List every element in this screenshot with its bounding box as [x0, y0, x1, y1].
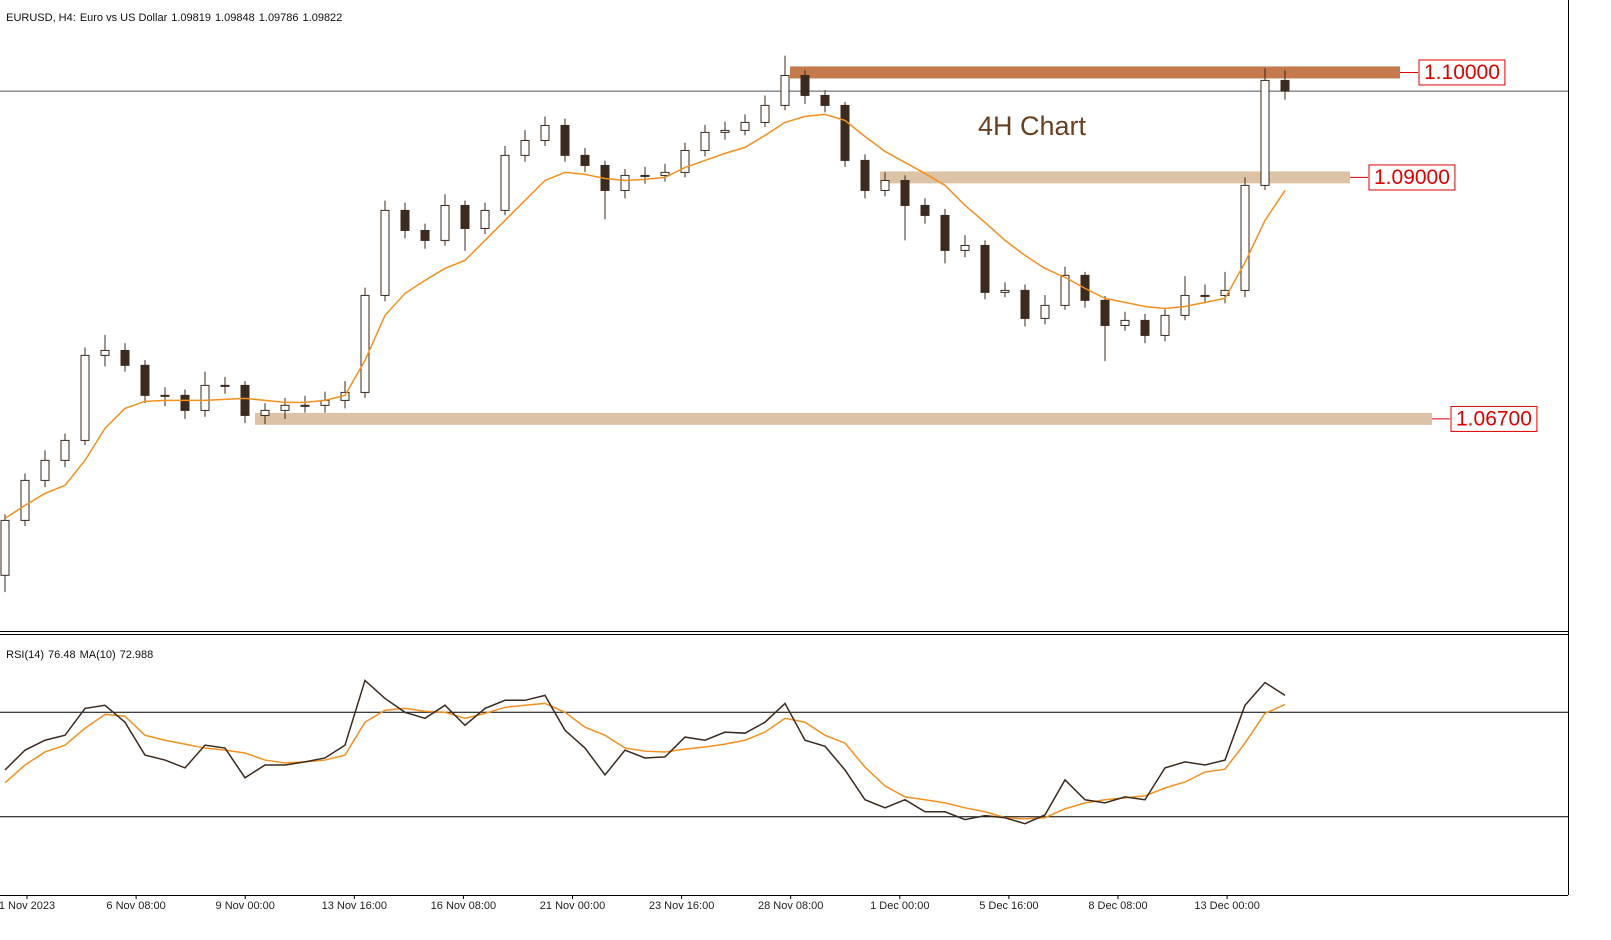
x-tick-label: 13 Dec 00:00: [1194, 900, 1259, 912]
level-label-box: [1450, 405, 1538, 432]
candle-body: [1000, 289, 1010, 293]
candle-body: [760, 104, 770, 123]
x-tick-label: 1 Dec 00:00: [870, 900, 929, 912]
level-label: 1.06700: [1456, 407, 1532, 430]
candle-body: [820, 94, 830, 106]
quote-high: 1.09848: [215, 12, 255, 24]
candle-body: [220, 384, 230, 387]
candle-body: [20, 479, 30, 521]
candle-body: [60, 439, 70, 461]
candle-body: [720, 129, 730, 133]
quote-close: 1.09822: [302, 12, 343, 24]
candle-body: [680, 149, 690, 173]
candle-body: [700, 131, 710, 151]
candle-body: [560, 124, 570, 156]
rsi-title: RSI(14): [6, 649, 45, 661]
candle-body: [660, 171, 670, 176]
candle-body: [900, 179, 910, 206]
candle-body: [1160, 314, 1170, 336]
candle-body: [400, 209, 410, 231]
candle-body: [440, 204, 450, 241]
x-tick-label: 23 Nov 16:00: [649, 900, 714, 912]
candle-body: [160, 394, 170, 397]
quote-low: 1.09786: [258, 12, 299, 24]
candle-body: [260, 409, 270, 416]
rsi-ma-title: MA(10): [79, 649, 116, 661]
candle-body: [840, 104, 850, 161]
candle-body: [420, 229, 430, 241]
candle-body: [460, 204, 470, 229]
candle-body: [120, 349, 130, 366]
x-tick-label: 16 Nov 08:00: [431, 900, 496, 912]
candle-body: [780, 74, 790, 106]
x-tick-label: 9 Nov 00:00: [216, 900, 275, 912]
candle-body: [300, 404, 310, 407]
candle-body: [1040, 304, 1050, 319]
candle-body: [1260, 79, 1270, 186]
x-tick-label: 5 Dec 16:00: [979, 900, 1038, 912]
candle-body: [880, 179, 890, 191]
candle-body: [580, 154, 590, 166]
rsi-line: [4, 679, 1286, 825]
candle-body: [1060, 274, 1070, 306]
symbol: EURUSD, H4:: [6, 12, 76, 24]
x-tick-label: 28 Nov 08:00: [758, 900, 823, 912]
candle-body: [100, 349, 110, 356]
candle-body: [180, 394, 190, 411]
candle-body: [520, 139, 530, 156]
candle-body: [1120, 319, 1130, 326]
x-tick-label: 1 Nov 2023: [0, 900, 55, 912]
moving-average: [4, 113, 1286, 520]
level-band: [790, 66, 1400, 79]
x-tick-label: 13 Nov 16:00: [322, 900, 387, 912]
candle-body: [1140, 319, 1150, 336]
level-label: 1.09000: [1374, 166, 1450, 189]
candle-body: [620, 174, 630, 191]
main-header: EURUSD, H4: Euro vs US Dollar 1.09819 1.098…: [0, 0, 346, 24]
annotation: 4H Chart: [978, 111, 1087, 141]
level-label: 1.10000: [1424, 61, 1500, 84]
rsi-header: RSI(14) 76.48 MA(10) 72.988: [0, 637, 157, 661]
candle-body: [920, 204, 930, 216]
candle-body: [480, 209, 490, 229]
candle-body: [280, 404, 290, 411]
x-tick-label: 6 Nov 08:00: [106, 900, 165, 912]
candle-body: [960, 244, 970, 251]
level-band: [255, 412, 1432, 425]
level-label-box: [1418, 59, 1506, 86]
rsi-ma-line: [4, 702, 1286, 820]
candle-body: [1200, 294, 1210, 297]
candle-body: [980, 244, 990, 293]
candle-body: [860, 159, 870, 191]
candle-body: [740, 121, 750, 131]
candle-body: [40, 459, 50, 481]
candle-body: [640, 174, 650, 177]
symbol-name: Euro vs US Dollar: [79, 12, 168, 24]
candle-body: [200, 384, 210, 411]
candle-body: [380, 209, 390, 296]
candle-body: [1220, 289, 1230, 296]
candle-body: [500, 154, 510, 211]
candle-body: [1100, 299, 1110, 326]
candle-body: [1280, 79, 1290, 92]
quote-open: 1.09819: [171, 12, 211, 24]
candle-body: [360, 294, 370, 393]
rsi-value: 76.48: [48, 649, 76, 661]
level-band: [880, 171, 1350, 184]
candle-body: [0, 519, 10, 576]
rsi-ma-value: 72.988: [119, 649, 154, 661]
candle-body: [240, 384, 250, 416]
candle-body: [1020, 289, 1030, 319]
level-label-box: [1368, 164, 1456, 191]
candle-body: [1240, 184, 1250, 291]
candle-body: [800, 74, 810, 96]
candle-body: [80, 354, 90, 441]
candle-body: [140, 364, 150, 396]
x-tick-label: 21 Nov 00:00: [540, 900, 605, 912]
candle-body: [940, 214, 950, 251]
x-tick-label: 8 Dec 08:00: [1088, 900, 1147, 912]
candle-body: [540, 124, 550, 141]
